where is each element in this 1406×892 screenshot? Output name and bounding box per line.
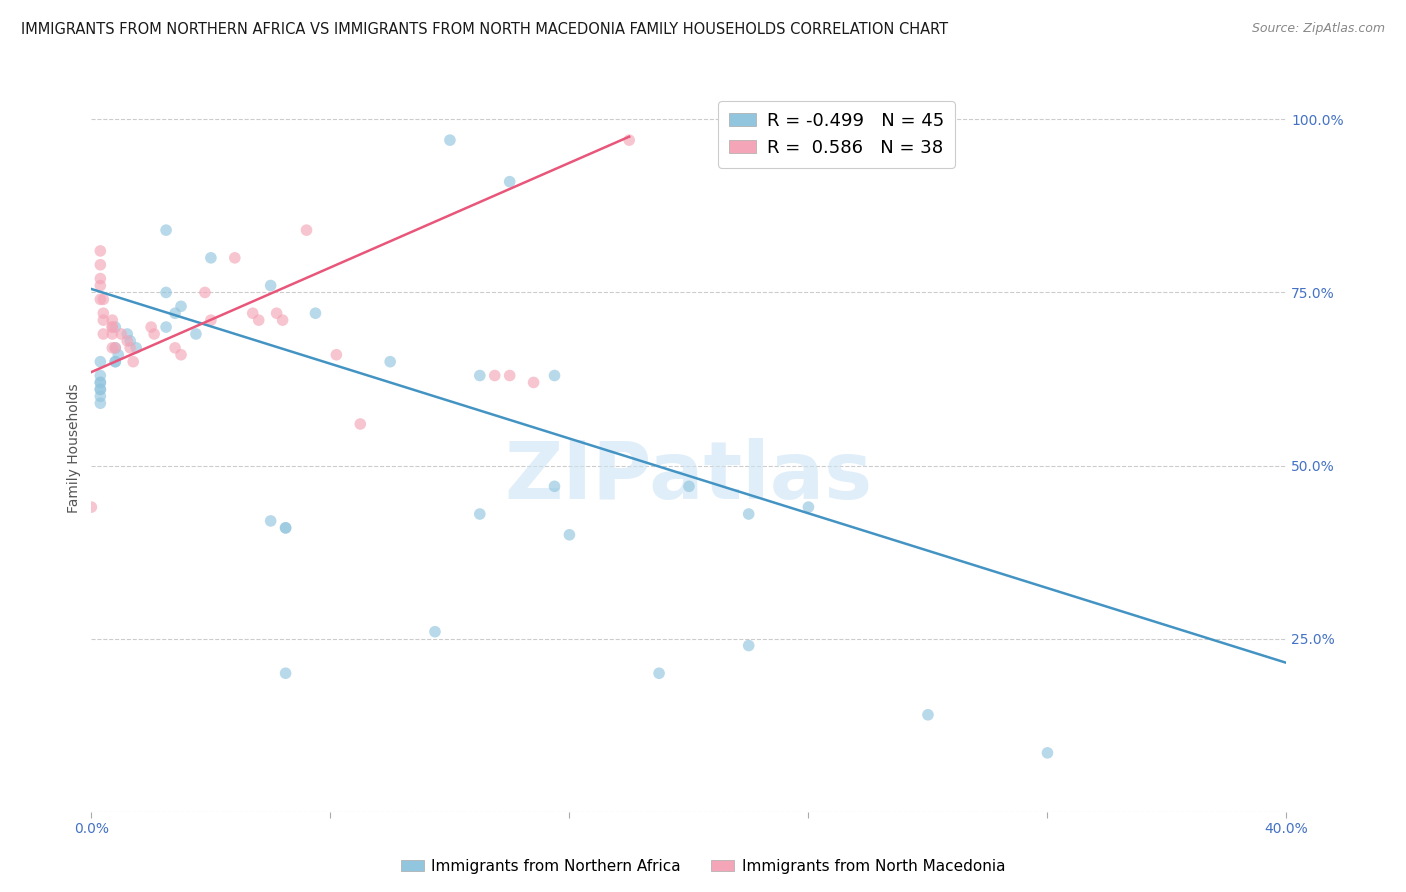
Point (917, 707, 939, 722)
Point (184, 326, 207, 341)
Point (89, 376, 111, 390)
Point (89, 376, 111, 390)
Point (89, 389, 111, 403)
Point (200, 251, 222, 265)
Point (439, 133, 461, 147)
Point (120, 341, 142, 355)
Point (484, 368, 506, 383)
Point (104, 354, 127, 368)
Point (274, 521, 297, 535)
Point (266, 306, 288, 320)
Point (468, 368, 491, 383)
Point (295, 223, 318, 237)
Point (101, 320, 124, 334)
Point (170, 299, 193, 313)
Point (101, 320, 124, 334)
Point (115, 334, 138, 348)
Point (349, 417, 371, 431)
Point (259, 278, 281, 293)
Point (648, 666, 671, 681)
Point (155, 223, 177, 237)
Point (163, 306, 186, 320)
Point (125, 341, 148, 355)
Point (797, 500, 820, 514)
Point (93, 293, 115, 307)
Point (101, 341, 124, 355)
Point (80, 500, 103, 514)
Point (523, 376, 546, 390)
Point (678, 479, 700, 493)
Legend: Immigrants from Northern Africa, Immigrants from North Macedonia: Immigrants from Northern Africa, Immigra… (395, 853, 1011, 880)
Point (155, 320, 177, 334)
Point (1036, 746, 1059, 760)
Point (163, 341, 186, 355)
Point (543, 368, 565, 383)
Point (259, 514, 281, 528)
Point (274, 666, 297, 681)
Point (89, 354, 111, 368)
Point (468, 507, 491, 521)
Point (558, 528, 581, 542)
Point (274, 521, 297, 535)
Point (423, 624, 446, 639)
Point (93, 313, 115, 327)
Point (89, 293, 111, 307)
Point (737, 507, 759, 521)
Point (380, 354, 402, 368)
Point (101, 326, 124, 341)
Point (104, 354, 127, 368)
Point (247, 313, 270, 327)
Text: Source: ZipAtlas.com: Source: ZipAtlas.com (1251, 22, 1385, 36)
Point (89, 244, 111, 258)
Point (200, 313, 222, 327)
Point (93, 306, 115, 320)
Legend: R = -0.499   N = 45, R =  0.586   N = 38: R = -0.499 N = 45, R = 0.586 N = 38 (718, 101, 955, 168)
Point (143, 326, 166, 341)
Point (89, 278, 111, 293)
Point (543, 479, 565, 493)
Y-axis label: Family Households: Family Households (67, 384, 82, 513)
Point (120, 334, 142, 348)
Point (89, 383, 111, 397)
Point (304, 306, 326, 320)
Point (170, 348, 193, 362)
Point (141, 320, 163, 334)
Text: IMMIGRANTS FROM NORTHERN AFRICA VS IMMIGRANTS FROM NORTH MACEDONIA FAMILY HOUSEH: IMMIGRANTS FROM NORTHERN AFRICA VS IMMIG… (21, 22, 948, 37)
Point (224, 251, 246, 265)
Point (194, 285, 217, 300)
Point (101, 313, 124, 327)
Point (89, 396, 111, 410)
Point (155, 285, 177, 300)
Point (110, 326, 132, 341)
Point (89, 258, 111, 272)
Point (325, 348, 347, 362)
Point (104, 341, 127, 355)
Point (89, 271, 111, 285)
Point (104, 320, 127, 334)
Point (499, 368, 522, 383)
Point (122, 354, 145, 368)
Point (271, 313, 294, 327)
Point (242, 306, 264, 320)
Point (93, 326, 115, 341)
Point (104, 341, 127, 355)
Text: ZIPatlas: ZIPatlas (505, 438, 873, 516)
Point (499, 175, 522, 189)
Point (107, 348, 129, 362)
Point (89, 383, 111, 397)
Point (115, 326, 138, 341)
Point (619, 133, 641, 147)
Point (89, 368, 111, 383)
Point (737, 639, 759, 653)
